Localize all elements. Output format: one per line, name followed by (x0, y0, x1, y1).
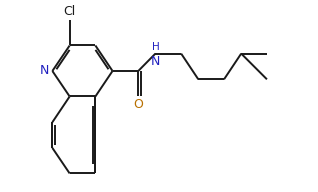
Text: N: N (40, 65, 49, 78)
Text: H: H (152, 42, 159, 52)
Text: O: O (133, 98, 143, 111)
Text: Cl: Cl (64, 5, 76, 18)
Text: N: N (151, 55, 160, 68)
